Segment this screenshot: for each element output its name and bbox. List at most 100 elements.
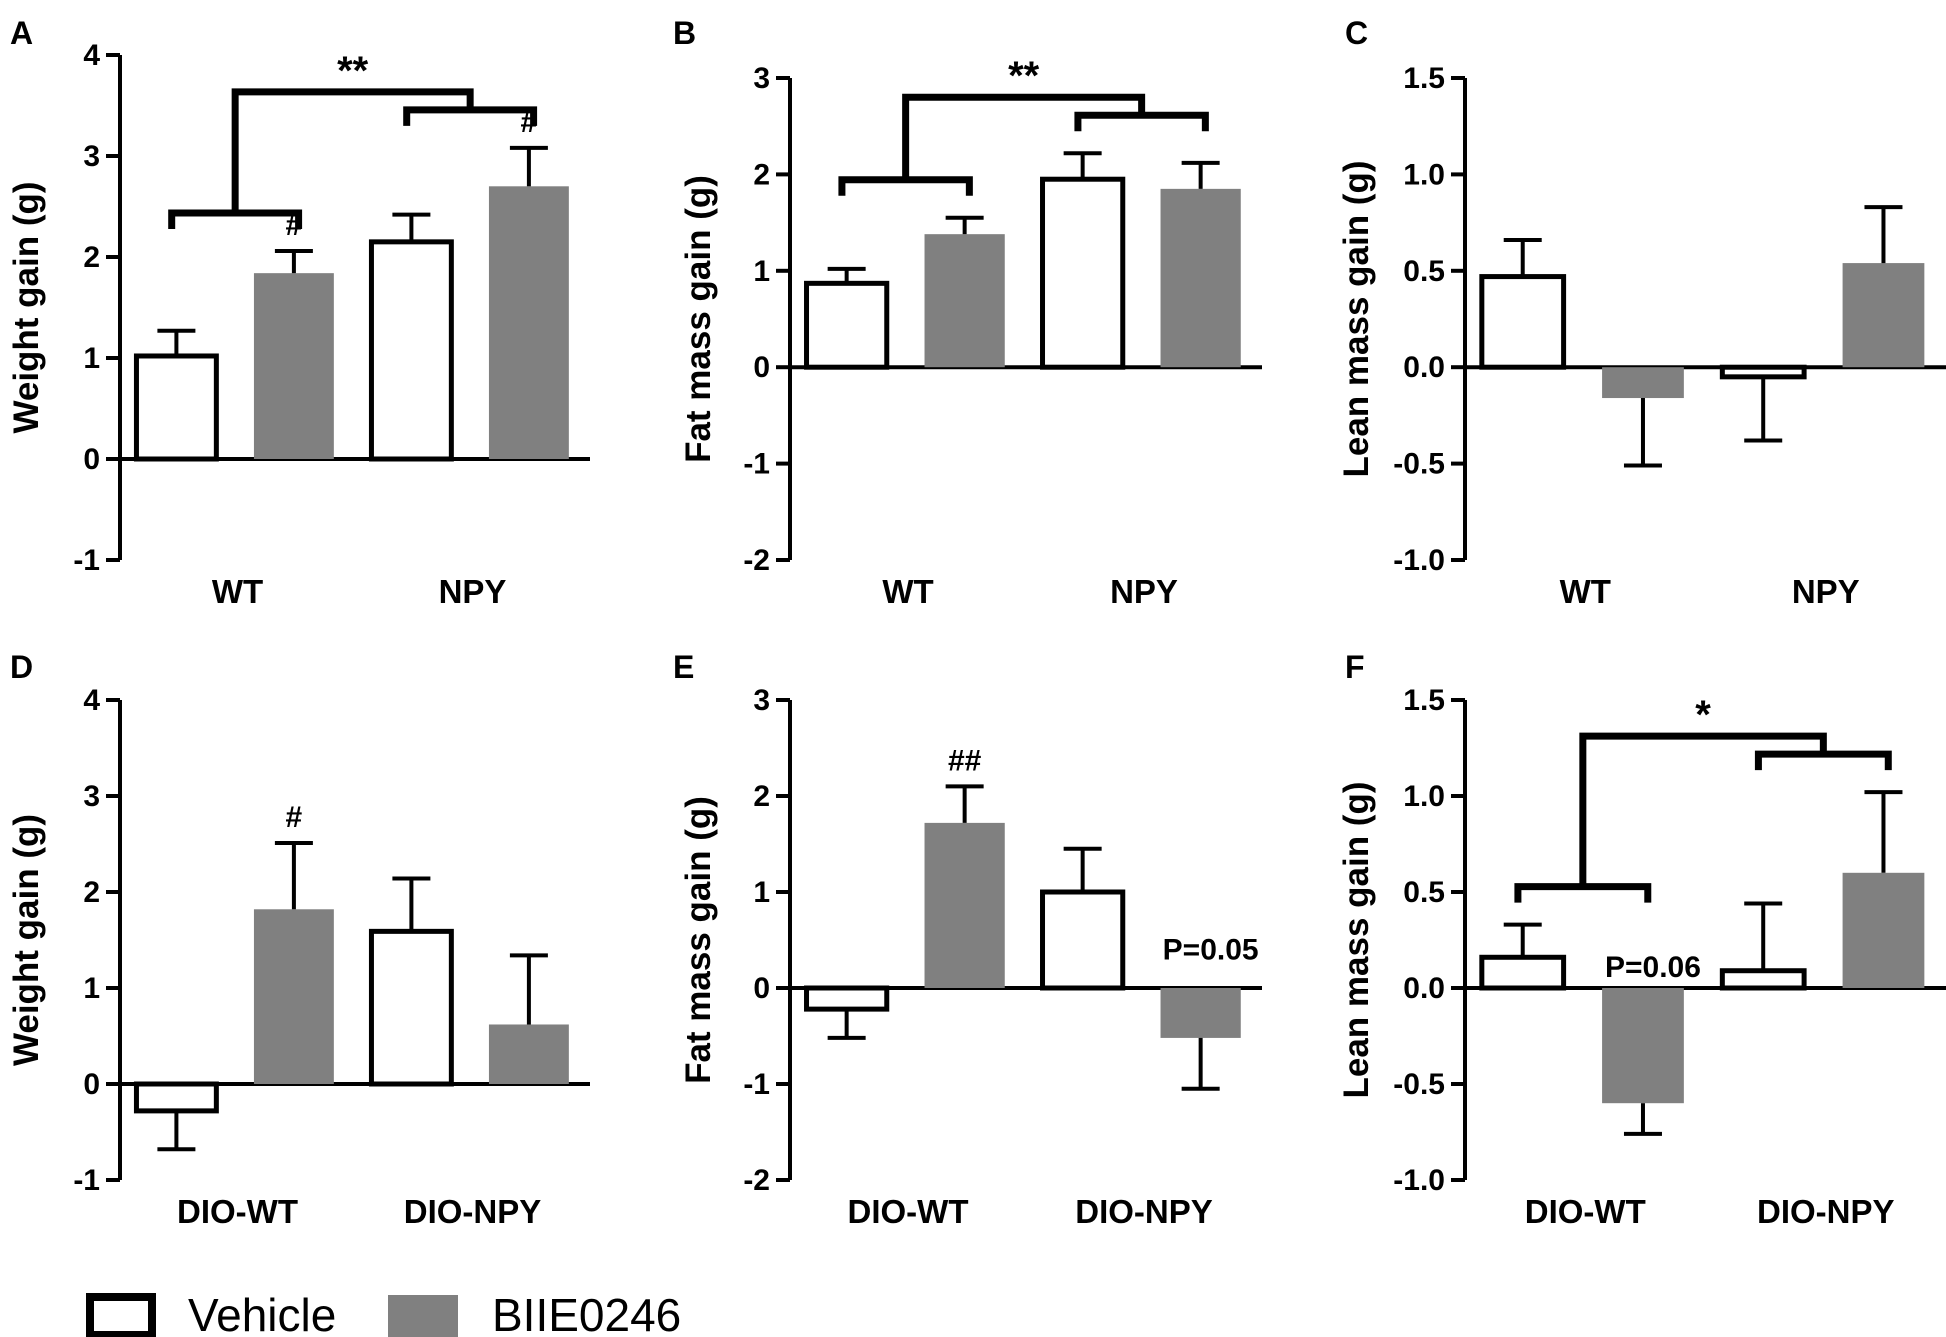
y-tick-label: 1.5 bbox=[1403, 684, 1445, 717]
y-tick-label: 1.0 bbox=[1403, 780, 1445, 813]
y-tick-label: 2 bbox=[753, 780, 770, 813]
y-tick-label: 3 bbox=[83, 140, 100, 173]
bar-vehicle bbox=[368, 239, 454, 462]
y-tick-label: -1 bbox=[73, 544, 100, 577]
x-category-label: DIO-WT bbox=[848, 1193, 969, 1230]
bar-biie0246 bbox=[1842, 263, 1925, 368]
bar-biie0246 bbox=[924, 822, 1005, 988]
x-category-label: NPY bbox=[439, 573, 507, 610]
y-tick-label: 1 bbox=[83, 342, 100, 375]
legend-swatch-biie0246 bbox=[388, 1295, 458, 1337]
legend-label-vehicle: Vehicle bbox=[188, 1289, 336, 1337]
bar-vehicle bbox=[1479, 274, 1567, 370]
legend: Vehicle BIIE0246 bbox=[86, 1289, 681, 1337]
significance-stars: ** bbox=[1008, 54, 1040, 98]
panel-f: F Lean mass gain (g) -1.0 -0.5 0.0 0.5 1.0 1.5 D… bbox=[1337, 649, 1946, 1230]
panel-letter: E bbox=[673, 649, 694, 685]
bar-vehicle bbox=[804, 985, 890, 1012]
y-tick-label: -2 bbox=[743, 1164, 770, 1197]
panel-b: B Fat mass gain (g) -2 -1 0 1 2 3 WT NPY ** bbox=[673, 15, 1262, 610]
bar-vehicle bbox=[1719, 364, 1807, 380]
panel-letter: D bbox=[10, 649, 33, 685]
y-tick-label: 4 bbox=[83, 684, 100, 717]
significance-hash: # bbox=[286, 801, 303, 834]
x-category-label: DIO-WT bbox=[177, 1193, 298, 1230]
bar-vehicle bbox=[133, 353, 219, 462]
panel-d: D Weight gain (g) -1 0 1 2 3 4 # DIO-WT DIO-NPY bbox=[7, 649, 590, 1230]
y-tick-label: 0 bbox=[83, 1068, 100, 1101]
bar-vehicle bbox=[1040, 889, 1126, 991]
panel-letter: A bbox=[10, 15, 33, 51]
y-tick-label: 0 bbox=[83, 443, 100, 476]
x-category-label: DIO-NPY bbox=[404, 1193, 542, 1230]
comparison-bracket bbox=[902, 93, 1146, 180]
y-tick-label: 2 bbox=[83, 876, 100, 909]
y-tick-label: -1.0 bbox=[1393, 1164, 1445, 1197]
bar-vehicle bbox=[1479, 954, 1567, 991]
y-tick-label: 1.5 bbox=[1403, 62, 1445, 95]
group-bracket bbox=[403, 106, 538, 126]
bar-vehicle bbox=[1040, 176, 1126, 370]
group-bracket bbox=[1074, 111, 1209, 132]
y-tick-label: 3 bbox=[753, 684, 770, 717]
y-tick-label: 3 bbox=[753, 62, 770, 95]
y-axis-label: Weight gain (g) bbox=[7, 814, 46, 1066]
y-axis-label: Lean mass gain (g) bbox=[1337, 781, 1376, 1098]
x-category-label: DIO-NPY bbox=[1075, 1193, 1213, 1230]
bar-biie0246 bbox=[253, 273, 334, 459]
bar-vehicle bbox=[804, 280, 890, 370]
y-tick-label: -1 bbox=[743, 1068, 770, 1101]
group-bracket bbox=[168, 209, 303, 229]
bar-vehicle bbox=[1719, 968, 1807, 991]
y-tick-label: -1.0 bbox=[1393, 544, 1445, 577]
y-tick-label: 0.5 bbox=[1403, 255, 1445, 288]
bar-vehicle bbox=[133, 1081, 219, 1114]
y-tick-label: -2 bbox=[743, 544, 770, 577]
y-tick-label: 0 bbox=[753, 972, 770, 1005]
x-category-label: WT bbox=[212, 573, 263, 610]
y-tick-label: 2 bbox=[753, 158, 770, 191]
p-value-annotation: P=0.06 bbox=[1605, 951, 1701, 984]
x-category-label: NPY bbox=[1792, 573, 1860, 610]
x-category-label: WT bbox=[882, 573, 933, 610]
y-tick-label: 0.0 bbox=[1403, 351, 1445, 384]
bar-biie0246 bbox=[924, 234, 1005, 368]
legend-label-biie0246: BIIE0246 bbox=[492, 1289, 681, 1337]
y-tick-label: 2 bbox=[83, 241, 100, 274]
y-tick-label: 3 bbox=[83, 780, 100, 813]
y-tick-label: 0.5 bbox=[1403, 876, 1445, 909]
y-tick-label: -1 bbox=[73, 1164, 100, 1197]
x-category-label: WT bbox=[1560, 573, 1611, 610]
y-tick-label: 0.0 bbox=[1403, 972, 1445, 1005]
y-tick-label: 1.0 bbox=[1403, 158, 1445, 191]
comparison-bracket bbox=[1579, 732, 1827, 887]
y-tick-label: 1 bbox=[753, 876, 770, 909]
panel-letter: B bbox=[673, 15, 696, 51]
bar-biie0246 bbox=[1842, 872, 1925, 988]
x-category-label: DIO-NPY bbox=[1757, 1193, 1895, 1230]
comparison-bracket bbox=[231, 88, 474, 213]
y-tick-label: 1 bbox=[83, 972, 100, 1005]
y-tick-label: 1 bbox=[753, 255, 770, 288]
y-tick-label: -0.5 bbox=[1393, 1068, 1445, 1101]
y-tick-label: -1 bbox=[743, 448, 770, 481]
group-bracket bbox=[1754, 750, 1892, 771]
y-axis-label: Weight gain (g) bbox=[7, 181, 46, 433]
bar-biie0246 bbox=[1602, 367, 1684, 399]
bar-vehicle bbox=[368, 928, 454, 1087]
y-tick-label: 0 bbox=[753, 351, 770, 384]
bar-biie0246 bbox=[488, 1024, 569, 1084]
y-axis-label: Lean mass gain (g) bbox=[1337, 160, 1376, 477]
y-axis-label: Fat mass gain (g) bbox=[679, 175, 718, 463]
x-category-label: NPY bbox=[1110, 573, 1178, 610]
panel-e: E Fat mass gain (g) -2 -1 0 1 2 3 ## DIO-WT DIO-NP… bbox=[673, 649, 1262, 1230]
bar-biie0246 bbox=[1160, 988, 1241, 1038]
significance-stars: * bbox=[1695, 693, 1711, 737]
bar-biie0246 bbox=[1160, 188, 1241, 368]
significance-hash: ## bbox=[948, 744, 982, 777]
group-bracket bbox=[838, 176, 973, 196]
panel-letter: C bbox=[1345, 15, 1368, 51]
